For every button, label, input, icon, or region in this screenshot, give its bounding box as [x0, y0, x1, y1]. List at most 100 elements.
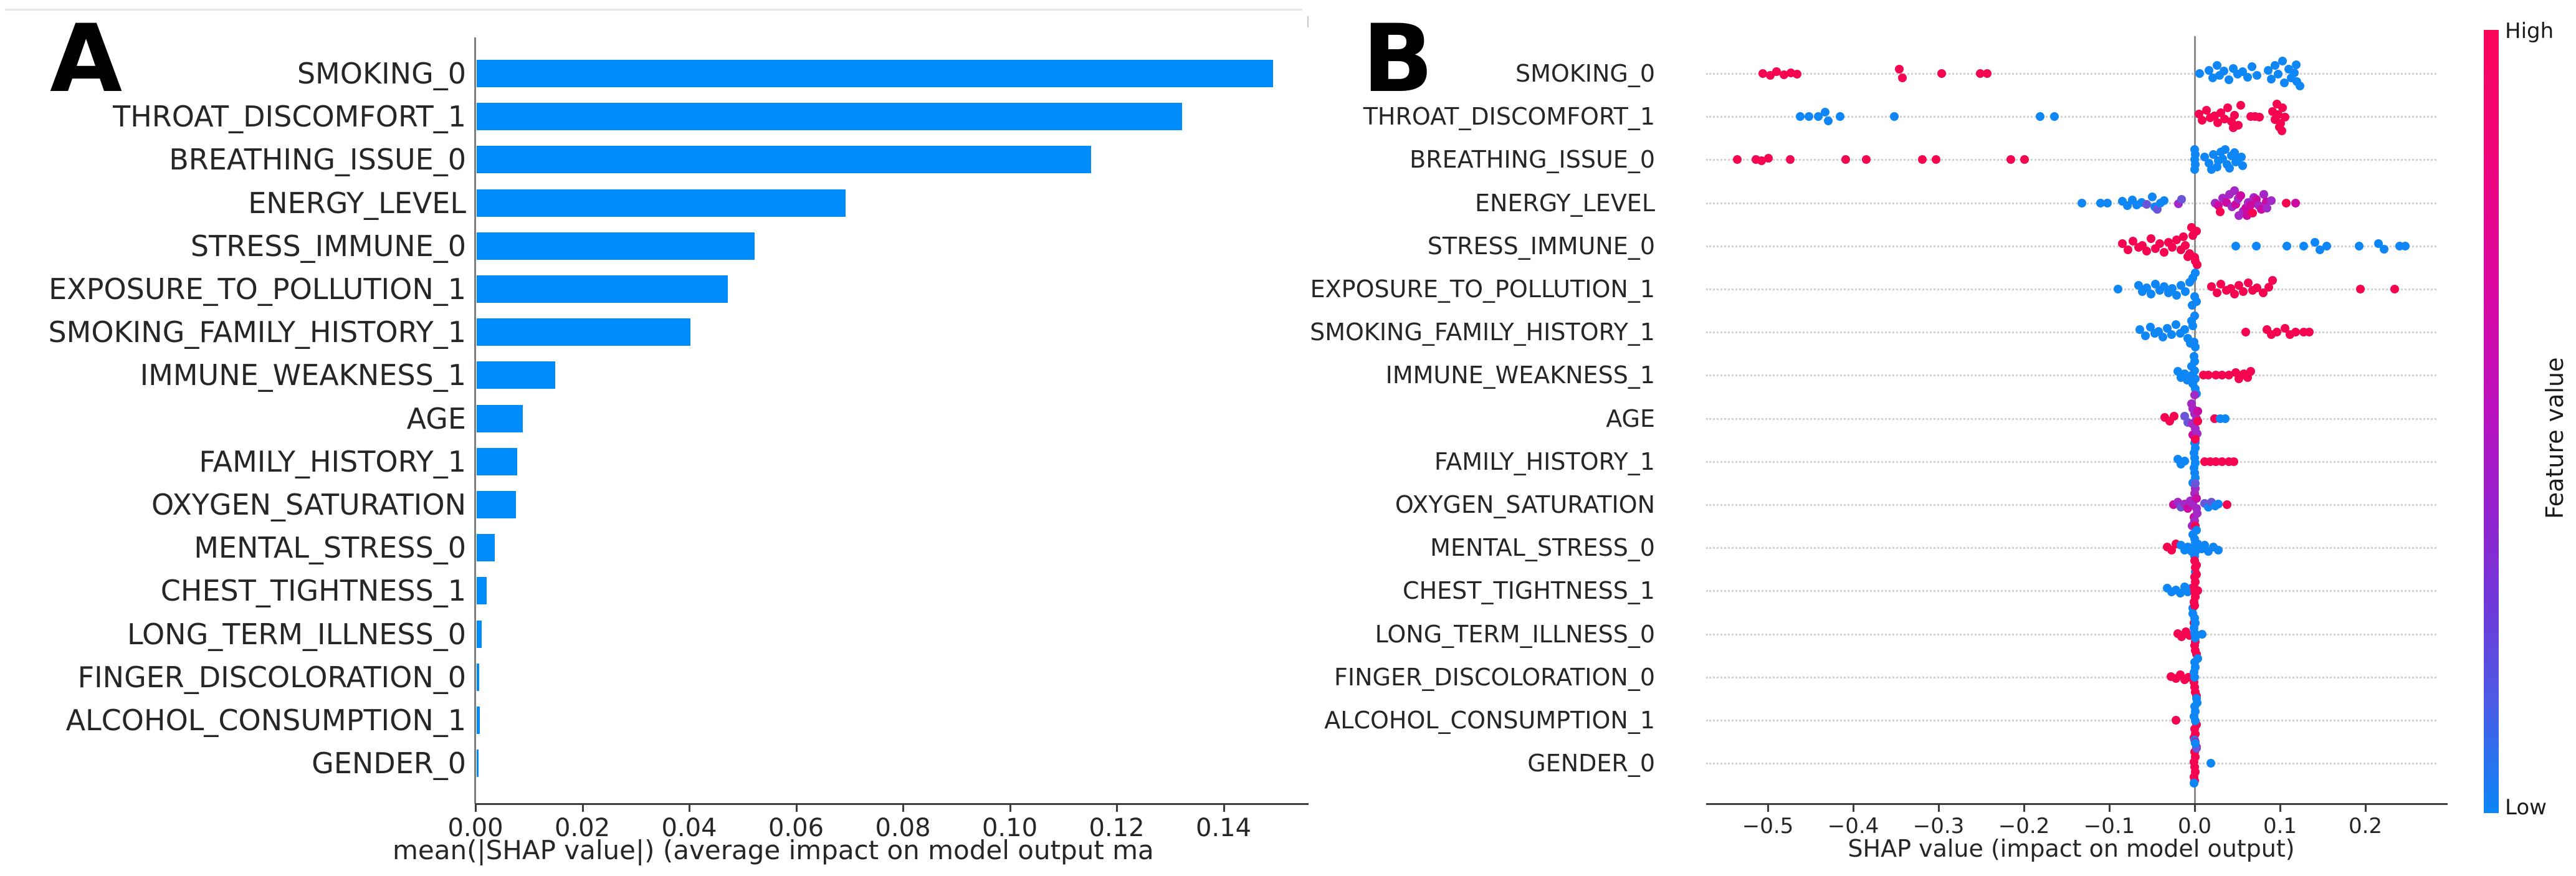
x-axis-tick-label: 0.2 [2348, 814, 2383, 839]
shap-dot [2147, 290, 2156, 298]
shap-dot [2193, 509, 2202, 518]
feature-label: CHEST_TIGHTNESS_1 [160, 574, 466, 608]
row-gridline [1706, 504, 2436, 506]
feature-label: MENTAL_STRESS_0 [1430, 534, 1655, 562]
shap-dot [1732, 155, 1742, 164]
shap-dot [1898, 74, 1907, 82]
feature-label: SMOKING_0 [297, 57, 466, 90]
x-axis-tick [2279, 804, 2281, 812]
shap-dot [2401, 241, 2410, 250]
feature-label: IMMUNE_WEAKNESS_1 [140, 358, 466, 393]
shap-dot [2263, 203, 2272, 212]
x-axis-tick [1116, 804, 1118, 812]
x-axis-tick [1009, 804, 1011, 812]
shap-dot [2190, 366, 2199, 376]
shap-dot [2172, 291, 2182, 300]
bar [477, 447, 518, 475]
feature-label: ALCOHOL_CONSUMPTION_1 [1324, 707, 1655, 734]
feature-label: THROAT_DISCOMFORT_1 [1363, 103, 1655, 131]
shap-dot [2189, 779, 2198, 788]
shap-dot [2316, 245, 2325, 254]
shap-dot [2103, 198, 2112, 207]
panel-b-x-axis-spine [1706, 803, 2448, 805]
x-axis-tick [795, 804, 798, 812]
shap-dot [2113, 285, 2122, 293]
shap-dot [2230, 111, 2240, 120]
panel-a-top-border [5, 9, 1302, 11]
shap-dot [2278, 57, 2287, 65]
shap-dot [2246, 367, 2256, 376]
shap-dot [2192, 226, 2201, 236]
feature-label: AGE [406, 401, 466, 436]
shap-dot [2192, 297, 2201, 306]
row-gridline [1706, 547, 2436, 550]
row-gridline [1706, 460, 2436, 463]
row-gridline [1706, 633, 2436, 636]
shap-dot [2190, 390, 2199, 399]
shap-dot [1772, 67, 1781, 76]
row-gridline [1706, 202, 2436, 204]
feature-label: MENTAL_STRESS_0 [194, 531, 466, 565]
shap-dot [2177, 194, 2187, 204]
feature-label: EXPOSURE_TO_POLLUTION_1 [1310, 275, 1655, 303]
shap-dot [2236, 191, 2245, 200]
bar [477, 663, 480, 691]
shap-dot [2191, 269, 2200, 277]
shap-dot [2167, 330, 2176, 340]
shap-dot [2274, 110, 2283, 120]
shap-dot [2117, 239, 2127, 248]
shap-dot [2205, 66, 2214, 75]
shap-dot [2311, 237, 2320, 247]
feature-label: GENDER_0 [1527, 750, 1655, 778]
x-axis-tick-label: 0.10 [981, 814, 1038, 842]
shap-dot [1937, 69, 1947, 78]
shap-dot [2210, 112, 2219, 121]
x-axis-tick [1853, 804, 1854, 812]
bar [477, 146, 1092, 174]
panel-b-letter: B [1362, 5, 1434, 113]
x-axis-tick-label: −0.3 [1912, 814, 1965, 839]
shap-dot [2193, 698, 2202, 707]
bar [477, 534, 495, 562]
shap-dot [1758, 69, 1767, 78]
feature-label: STRESS_IMMUNE_0 [1427, 232, 1655, 260]
shap-dot [2171, 320, 2180, 330]
bar [477, 577, 487, 605]
feature-label: EXPOSURE_TO_POLLUTION_1 [49, 272, 466, 306]
shap-dot [2230, 457, 2239, 466]
shap-dot [2180, 325, 2189, 335]
shap-dot [2267, 196, 2276, 205]
shap-dot [1764, 154, 1773, 163]
row-gridline [1706, 116, 2436, 118]
shap-dot [2077, 198, 2087, 207]
shap-dot [2244, 279, 2253, 287]
shap-dot [2292, 60, 2301, 69]
x-axis-tick-label: 0.1 [2263, 814, 2297, 839]
shap-dot [2191, 434, 2200, 444]
shap-dot [2191, 343, 2200, 352]
shap-dot [2223, 500, 2232, 509]
colorbar-axis-label: Feature value [2541, 357, 2569, 519]
shap-dot [2208, 74, 2217, 82]
x-axis-tick [1223, 804, 1225, 812]
shap-dot [1861, 155, 1871, 164]
x-axis-tick [581, 804, 584, 812]
row-gridline [1706, 720, 2436, 721]
shap-dot [2290, 69, 2299, 77]
shap-dot [2191, 633, 2200, 642]
shap-dot [2180, 287, 2190, 296]
shap-dot [2191, 479, 2200, 488]
feature-label: LONG_TERM_ILLNESS_0 [126, 617, 466, 651]
shap-dot [1917, 155, 1927, 164]
shap-dot [2304, 328, 2314, 337]
shap-dot [2231, 241, 2240, 250]
shap-dot [1841, 155, 1850, 164]
feature-label: ALCOHOL_CONSUMPTION_1 [65, 703, 466, 737]
bar [477, 275, 728, 303]
shap-dot [2198, 629, 2207, 639]
x-axis-tick-label: 0.08 [875, 814, 931, 842]
shap-dot [2159, 196, 2168, 205]
feature-label: CHEST_TIGHTNESS_1 [1403, 577, 1655, 605]
shap-dot [2253, 71, 2261, 80]
shap-dot [2238, 161, 2247, 171]
